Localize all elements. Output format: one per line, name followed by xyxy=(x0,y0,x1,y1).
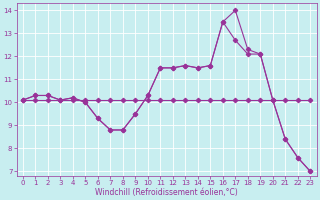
X-axis label: Windchill (Refroidissement éolien,°C): Windchill (Refroidissement éolien,°C) xyxy=(95,188,238,197)
